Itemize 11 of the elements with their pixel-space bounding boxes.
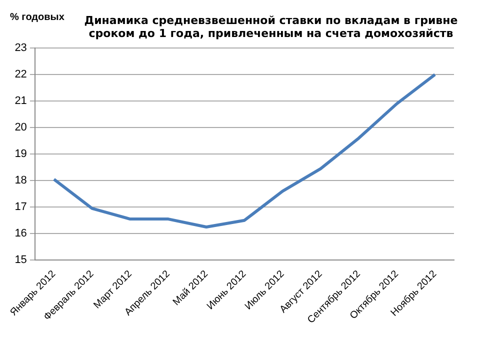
y-tick-label: 19: [14, 148, 27, 160]
y-tick-label: 17: [14, 201, 27, 214]
y-tick-label: 20: [14, 122, 27, 134]
y-tick-label: 21: [14, 95, 27, 108]
y-tick-label: 23: [14, 42, 27, 54]
y-tick-label: 18: [14, 174, 27, 187]
y-tick-label: 15: [14, 254, 27, 266]
y-tick-label: 22: [14, 68, 27, 81]
chart-title: Динамика средневзвешенной ставки по вкладам в гривне сроком до 1 года, привлеченным на счета домохозяйств: [83, 14, 459, 40]
y-axis-title: % годовых: [10, 12, 64, 23]
y-tick-label: 16: [14, 228, 27, 240]
